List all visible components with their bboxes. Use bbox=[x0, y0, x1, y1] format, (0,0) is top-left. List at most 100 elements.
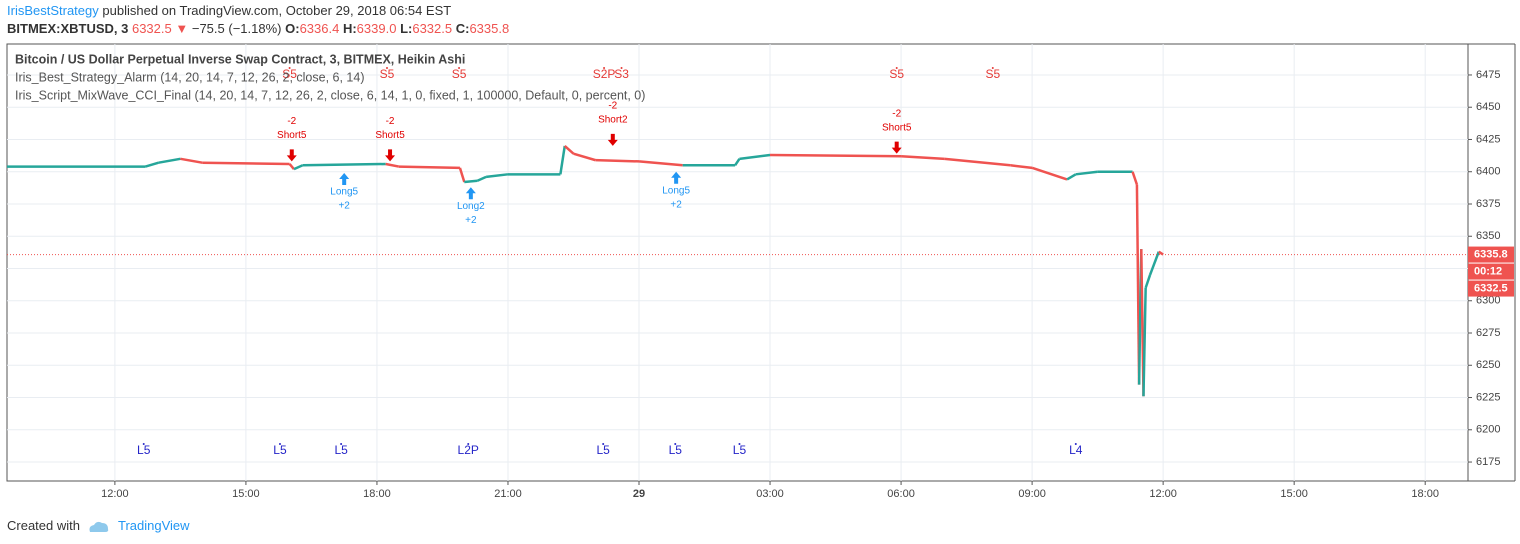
x-tick-label: 21:00 bbox=[494, 488, 522, 500]
created: Created with bbox=[7, 518, 80, 533]
y-tick-label: 6375 bbox=[1476, 198, 1500, 210]
c: 6335.8 bbox=[469, 21, 510, 36]
last-price-label-box bbox=[1468, 246, 1514, 263]
signal-dot bbox=[620, 67, 623, 69]
price-segment bbox=[1066, 173, 1077, 181]
o-label: O: bbox=[285, 21, 300, 36]
x-tick-label: 09:00 bbox=[1018, 488, 1046, 500]
price-segment bbox=[1148, 251, 1160, 276]
price-segment bbox=[385, 162, 400, 168]
arrow bbox=[385, 149, 396, 162]
signal-label: L2P bbox=[458, 443, 479, 457]
price-segment bbox=[573, 152, 596, 162]
y-tick-label: 6425 bbox=[1476, 133, 1500, 145]
h: 6339.0 bbox=[356, 21, 397, 36]
y-tick-label: 6300 bbox=[1476, 295, 1500, 307]
signal-dot bbox=[467, 443, 470, 445]
brand[interactable]: TradingView bbox=[117, 518, 190, 533]
price-segment bbox=[734, 158, 741, 166]
last-price-label: 6335.8 bbox=[1474, 248, 1508, 260]
o: 6336.4 bbox=[299, 21, 340, 36]
y-tick-label: 6175 bbox=[1476, 456, 1500, 468]
signal-dot bbox=[674, 443, 677, 445]
y-tick-label: 6275 bbox=[1476, 327, 1500, 339]
publish-line: IrisBestStrategy published on TradingVie… bbox=[7, 3, 451, 18]
y-tick-label: 6250 bbox=[1476, 359, 1500, 371]
change: −75.5 (−1.18%) bbox=[191, 21, 282, 36]
signal-name: Short5 bbox=[375, 130, 405, 141]
x-tick-label: 15:00 bbox=[232, 488, 260, 500]
signal-dot bbox=[458, 67, 461, 69]
price-segment bbox=[180, 157, 203, 164]
price-segment bbox=[1131, 171, 1139, 186]
x-tick-label: 15:00 bbox=[1280, 488, 1308, 500]
signal-dot bbox=[340, 443, 343, 445]
h-label: H: bbox=[342, 21, 357, 36]
price-segment bbox=[595, 158, 640, 163]
logo bbox=[89, 521, 109, 532]
price-segment bbox=[485, 173, 509, 179]
price-segment bbox=[739, 153, 771, 161]
signal-qty: +2 bbox=[338, 201, 350, 212]
price-segment bbox=[1010, 164, 1033, 170]
signal-label: L4 bbox=[1069, 443, 1083, 457]
l-label: L: bbox=[400, 21, 413, 36]
signal-label: S5 bbox=[452, 67, 467, 81]
arrow bbox=[891, 141, 902, 154]
x-tick-label: 12:00 bbox=[101, 488, 129, 500]
signal-name: Short5 bbox=[882, 122, 912, 133]
signal-label: L5 bbox=[273, 443, 287, 457]
signal-label: L5 bbox=[733, 443, 747, 457]
arrow: ▼ bbox=[175, 21, 189, 36]
signal-dot bbox=[142, 443, 145, 445]
price-segment bbox=[464, 179, 478, 184]
price-segment bbox=[944, 157, 1011, 167]
x-tick-label: 03:00 bbox=[756, 488, 784, 500]
price-segment bbox=[293, 164, 304, 171]
signal-label: S5 bbox=[282, 67, 297, 81]
y-tick-label: 6225 bbox=[1476, 391, 1500, 403]
author[interactable]: IrisBestStrategy bbox=[7, 3, 99, 18]
price-segment bbox=[900, 155, 945, 161]
x-tick-label: 18:00 bbox=[1411, 488, 1439, 500]
y-tick-label: 6450 bbox=[1476, 101, 1500, 113]
signal-label: L5 bbox=[597, 443, 611, 457]
arrow bbox=[607, 133, 618, 146]
signal-name: Long5 bbox=[662, 185, 690, 196]
signal-dot bbox=[278, 443, 281, 445]
countdown-label: 00:12 bbox=[1474, 265, 1502, 277]
price-segment bbox=[770, 153, 902, 158]
signal-label: S5 bbox=[985, 67, 1000, 81]
signal-dot bbox=[895, 67, 898, 69]
signal-name: Short2 bbox=[598, 115, 628, 126]
price-segment bbox=[1031, 166, 1068, 181]
price-segment bbox=[202, 161, 290, 166]
legend-indicator: Iris_Best_Strategy_Alarm (14, 20, 14, 7,… bbox=[15, 70, 365, 84]
price-segment bbox=[398, 165, 460, 170]
arrow bbox=[671, 171, 682, 184]
legend-indicator: Iris_Script_MixWave_CCI_Final (14, 20, 1… bbox=[15, 88, 645, 102]
signal-dot bbox=[991, 67, 994, 69]
low-price-label-box bbox=[1468, 280, 1514, 297]
price-segment bbox=[559, 145, 566, 175]
y-tick-label: 6400 bbox=[1476, 166, 1500, 178]
price-segment bbox=[1142, 287, 1147, 397]
signal-dot bbox=[288, 67, 291, 69]
last: 6332.5 bbox=[131, 21, 172, 36]
legend-title: Bitcoin / US Dollar Perpetual Inverse Sw… bbox=[15, 52, 465, 66]
x-tick-label: 06:00 bbox=[887, 488, 915, 500]
signal-label: L5 bbox=[669, 443, 683, 457]
l: 6332.5 bbox=[412, 21, 453, 36]
signal-qty: +2 bbox=[670, 199, 682, 210]
y-tick-label: 6200 bbox=[1476, 424, 1500, 436]
signal-qty: +2 bbox=[465, 215, 477, 226]
price-segment bbox=[288, 163, 295, 170]
signal-label: L5 bbox=[137, 443, 151, 457]
signal-qty: -2 bbox=[386, 116, 395, 127]
low-price-label: 6332.5 bbox=[1474, 282, 1508, 294]
symbol: BITMEX:XBTUSD, 3 bbox=[7, 21, 129, 36]
signal-label: S5 bbox=[380, 67, 395, 81]
arrow bbox=[339, 173, 350, 186]
